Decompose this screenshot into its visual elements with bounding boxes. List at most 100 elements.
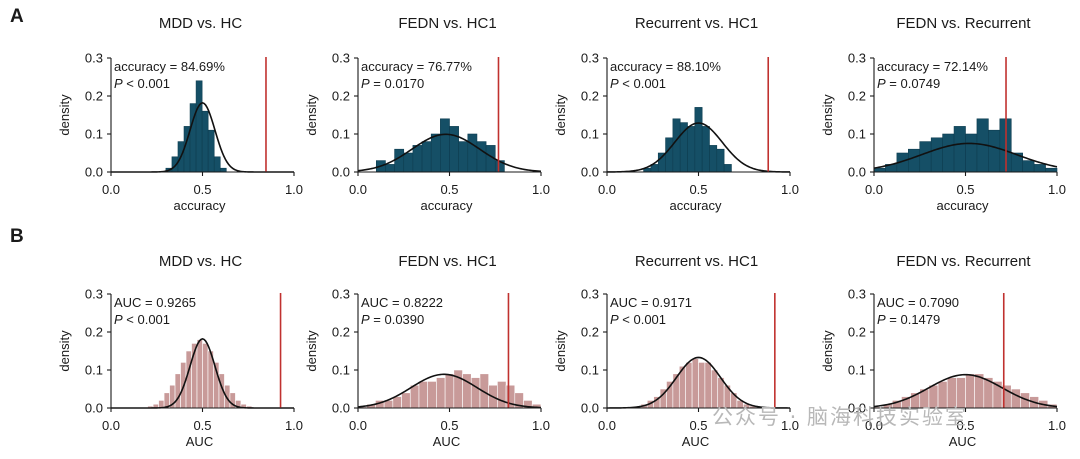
p-value-annotation: P = 0.1479 [877,312,940,327]
chart-title: MDD vs. HC [159,15,242,32]
x-axis-label: accuracy [420,198,473,213]
chart-a-1: MDD vs. HC 0.0 0.1 0.2 0.3 0.0 0.5 1.0 accuracy d… [57,15,303,213]
x-axis-label: accuracy [669,198,722,213]
y-axis-label: density [820,94,835,136]
x-tick-label: 0.0 [598,418,616,433]
y-tick-label: 0.2 [85,325,103,340]
p-value-annotation: P < 0.001 [610,312,666,327]
histogram-bar [476,141,487,173]
y-tick-label: 0.0 [85,401,103,416]
stat-annotation: accuracy = 76.77% [361,59,472,74]
chart-title: MDD vs. HC [159,253,242,270]
stat-annotation: AUC = 0.7090 [877,295,959,310]
x-tick-label: 0.5 [440,182,458,197]
histogram-bar [709,145,718,173]
histogram-bar [449,126,459,173]
p-value-annotation: P < 0.001 [114,76,170,91]
p-symbol: P [114,76,123,91]
y-tick-label: 0.0 [581,165,599,180]
y-axis-label: density [304,94,319,136]
x-tick-label: 1.0 [285,418,303,433]
stat-annotation: AUC = 0.9265 [114,295,196,310]
p-value-annotation: P = 0.0390 [361,312,424,327]
x-tick-label: 0.5 [193,182,211,197]
chart-title: FEDN vs. HC1 [398,253,496,270]
fit-curve [606,122,791,173]
p-symbol: P [877,312,886,327]
p-value-annotation: P < 0.001 [114,312,170,327]
y-tick-label: 0.3 [85,287,103,302]
histogram-bar [974,373,985,409]
x-axis-label: AUC [949,434,976,449]
x-tick-label: 0.5 [440,418,458,433]
histogram-bar [965,133,978,173]
chart-a-2: FEDN vs. HC1 0.0 0.1 0.2 0.3 0.0 0.5 1.0 accurac… [304,15,550,213]
histogram-bar [427,381,437,409]
stat-annotation: AUC = 0.8222 [361,295,443,310]
p-value-text: = 0.1479 [886,312,941,327]
watermark-text: 公众号 · 脑海科技实验室 [712,405,968,429]
histogram-bar [988,129,1001,173]
histogram-bar [403,152,414,173]
y-tick-label: 0.1 [581,127,599,142]
stat-annotation: accuracy = 84.69% [114,59,225,74]
histogram-bar [444,373,455,409]
x-tick-label: 1.0 [1048,418,1066,433]
charts-group: MDD vs. HC 0.0 0.1 0.2 0.3 0.0 0.5 1.0 accuracy d… [57,15,1066,449]
x-tick-label: 0.0 [349,182,367,197]
histogram-bar [672,118,681,173]
x-tick-label: 1.0 [532,418,550,433]
histogram-bar [716,148,725,173]
p-value-text: = 0.0749 [886,76,941,91]
y-tick-label: 0.0 [848,165,866,180]
histogram-bar [412,145,423,173]
y-tick-label: 0.0 [581,401,599,416]
x-tick-label: 0.5 [193,418,211,433]
x-tick-label: 1.0 [781,418,799,433]
histogram-bar [665,137,674,173]
y-tick-label: 0.3 [332,51,350,66]
histogram-bar [207,129,215,173]
histogram-bar [701,126,710,173]
chart-b-3: Recurrent vs. HC1 0.0 0.1 0.2 0.3 0.0 0.5 1.0 AU… [553,253,799,449]
histogram-bar [201,110,209,173]
x-tick-label: 0.5 [689,418,707,433]
histogram-bar [946,377,957,409]
histogram-bar [919,141,932,173]
y-tick-label: 0.1 [848,363,866,378]
x-tick-label: 0.0 [598,182,616,197]
histogram-bar [430,133,441,173]
fit-curve [607,356,790,409]
x-tick-label: 1.0 [1048,182,1066,197]
y-axis-label: density [553,330,568,372]
stat-annotation: AUC = 0.9171 [610,295,692,310]
panel-label-b: B [10,226,24,247]
y-tick-label: 0.1 [85,127,103,142]
y-tick-label: 0.3 [581,287,599,302]
p-value-text: < 0.001 [123,312,170,327]
x-axis-label: accuracy [173,198,226,213]
x-tick-label: 0.0 [102,182,120,197]
chart-b-2: FEDN vs. HC1 0.0 0.1 0.2 0.3 0.0 0.5 1.0 AUC dens… [304,253,550,449]
histogram-bar [723,164,732,173]
fit-curve [873,142,1058,169]
chart-b-4: FEDN vs. Recurrent 0.0 0.1 0.2 0.3 0.0 0.5 1.0 A… [820,253,1066,449]
y-tick-label: 0.0 [848,401,866,416]
p-symbol: P [361,76,370,91]
histogram-bar [213,156,221,173]
histogram-bar [219,167,227,173]
histogram-bar [1033,164,1046,173]
histogram-bar [401,392,411,409]
x-tick-label: 0.5 [956,418,974,433]
y-tick-label: 0.1 [85,363,103,378]
chart-title: Recurrent vs. HC1 [635,15,758,32]
y-tick-label: 0.2 [332,325,350,340]
p-symbol: P [361,312,370,327]
histogram-bar [711,369,719,409]
y-tick-label: 0.2 [848,325,866,340]
histogram-bar [394,148,405,173]
x-tick-label: 0.0 [865,418,883,433]
histogram-bar [685,362,693,409]
fit-curve [873,373,1058,408]
